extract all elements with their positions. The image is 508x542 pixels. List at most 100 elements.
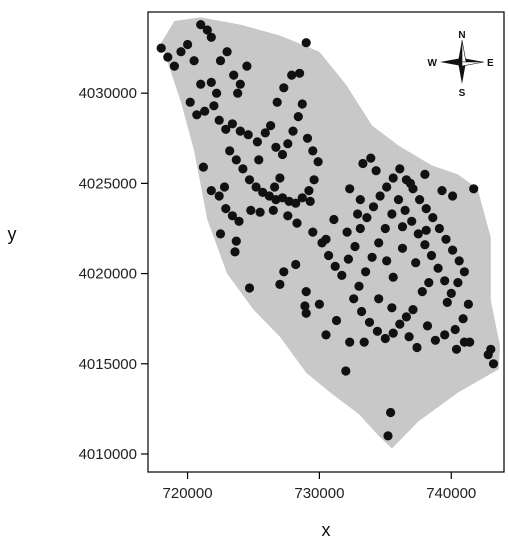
sample-point [270, 182, 280, 192]
sample-point [288, 126, 298, 136]
sample-point [362, 213, 372, 223]
y-axis-title: y [8, 224, 17, 244]
sample-point [388, 272, 398, 282]
sample-point [301, 287, 311, 297]
sample-point [355, 223, 365, 234]
sample-point [349, 294, 359, 304]
sample-point [297, 193, 307, 203]
sample-point [233, 88, 243, 98]
sample-point [404, 332, 414, 342]
sample-point [342, 227, 352, 237]
sample-point [401, 312, 411, 322]
sample-point [433, 263, 443, 273]
sample-point [169, 61, 179, 71]
sample-point [293, 112, 303, 122]
sample-point [448, 245, 458, 255]
sample-point [308, 146, 318, 156]
sample-point [330, 261, 340, 271]
sample-point [395, 319, 405, 329]
sample-point [305, 196, 315, 206]
sample-point [420, 169, 430, 179]
sample-point [354, 281, 364, 291]
sample-point [424, 278, 434, 288]
sample-point [206, 32, 216, 42]
sample-point [371, 166, 381, 176]
sample-point [343, 254, 353, 264]
x-tick-label: 740000 [426, 485, 476, 502]
sample-point [368, 202, 379, 212]
sample-point [359, 337, 369, 347]
sample-point [221, 204, 231, 214]
sample-point [287, 70, 297, 80]
sample-point [355, 195, 365, 205]
sample-point [458, 314, 468, 324]
sample-point [430, 335, 440, 345]
sample-point [321, 234, 331, 244]
sample-point [407, 216, 417, 226]
sample-point [300, 301, 310, 311]
sample-point [448, 191, 458, 201]
sample-point [366, 153, 376, 163]
compass-east-label: E [487, 58, 494, 69]
compass-south-label: S [459, 88, 466, 99]
compass-north-label: N [458, 30, 465, 41]
sample-point [200, 106, 210, 116]
y-tick-label: 4025000 [79, 175, 137, 192]
sample-point [230, 247, 240, 257]
sample-point [244, 283, 255, 293]
sample-point [156, 43, 166, 53]
sample-point [421, 204, 431, 214]
sample-point [400, 205, 410, 215]
sample-point [227, 119, 237, 129]
sample-point [279, 267, 289, 277]
sample-point [426, 250, 437, 261]
sample-point [198, 162, 208, 172]
sample-point [329, 214, 339, 225]
sample-point [244, 175, 255, 185]
sample-point [260, 128, 270, 138]
sample-point [486, 344, 496, 354]
sample-point [229, 70, 239, 80]
sample-point [221, 124, 231, 134]
sample-point [405, 178, 415, 188]
sample-point [225, 146, 235, 156]
x-axis-title: x [322, 520, 331, 540]
sample-point [446, 288, 456, 298]
sample-point [408, 305, 418, 315]
y-tick-label: 4030000 [79, 85, 137, 102]
sample-point [215, 229, 226, 239]
sample-point [242, 61, 252, 71]
sample-point [251, 182, 261, 192]
sample-point [420, 240, 430, 250]
sample-point [266, 121, 276, 131]
sample-point [235, 126, 245, 136]
sample-point [434, 223, 444, 234]
sample-point [437, 186, 447, 196]
sample-point [252, 137, 262, 147]
sample-point [331, 315, 342, 326]
sample-point [222, 47, 232, 57]
sample-point [358, 158, 368, 169]
x-tick-label: 730000 [294, 485, 344, 502]
sample-point [176, 47, 186, 57]
study-region [161, 17, 500, 449]
sample-point [301, 38, 311, 48]
sample-point [463, 299, 473, 309]
sample-point [393, 195, 404, 205]
sample-point [417, 287, 427, 297]
sample-point [415, 195, 425, 205]
sample-point [450, 324, 460, 335]
sample-point [227, 211, 237, 221]
sample-point [279, 83, 289, 93]
sample-point [297, 99, 307, 109]
sample-point [350, 241, 360, 252]
sample-point [291, 198, 301, 208]
sample-point [440, 330, 450, 340]
sample-point [214, 191, 224, 201]
sample-point [387, 303, 397, 313]
y-tick-label: 4020000 [79, 266, 137, 283]
sample-point [411, 258, 421, 268]
sample-point [469, 184, 479, 194]
y-axis: 4010000 4015000 4020000 4025000 4030000 [79, 85, 148, 463]
